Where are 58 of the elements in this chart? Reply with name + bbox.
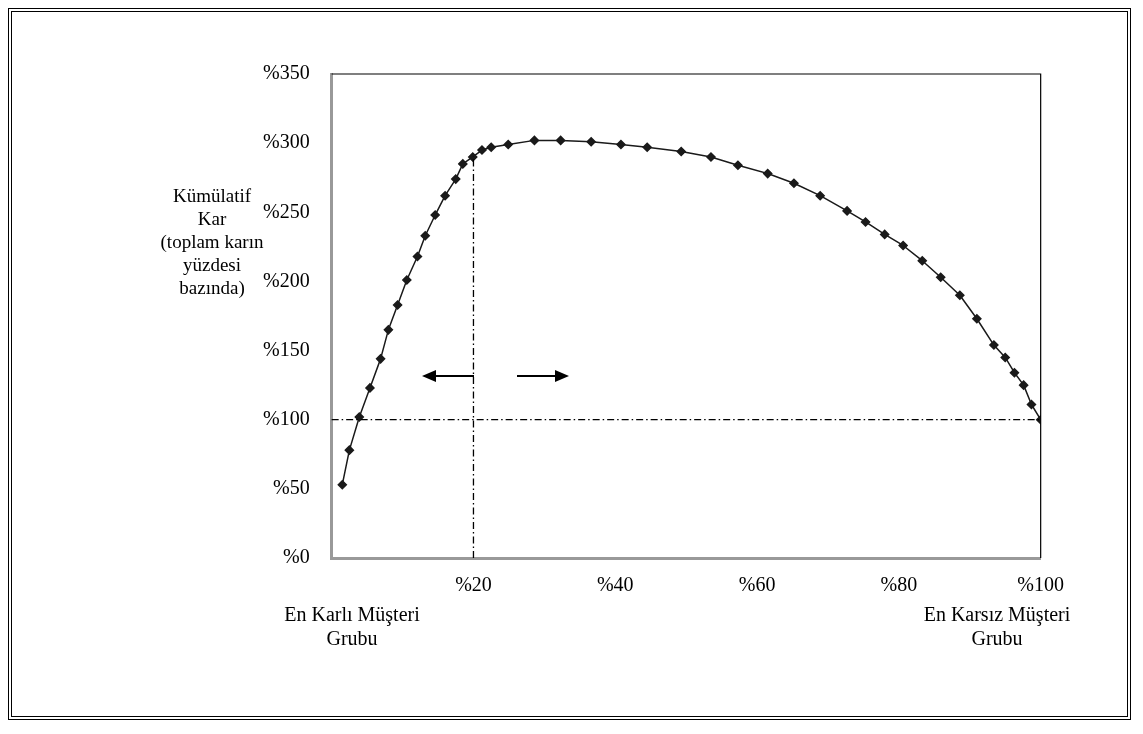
point	[1009, 367, 1020, 378]
point	[344, 445, 355, 455]
y-axis-title: Kümülatif Kar (toplam karın yüzdesi bazında)	[160, 185, 264, 298]
point	[420, 231, 430, 241]
point	[676, 146, 686, 157]
point	[642, 142, 652, 153]
point	[375, 354, 386, 364]
point	[503, 139, 513, 150]
text: En Karlı Müşteri Grubu	[283, 602, 421, 650]
point	[898, 240, 908, 251]
point	[440, 190, 450, 201]
point	[412, 251, 423, 262]
x-tick-label: %40	[596, 573, 634, 596]
point	[383, 325, 394, 335]
point	[762, 168, 773, 179]
point	[337, 479, 348, 490]
y-tick-label: %200	[262, 268, 310, 291]
point	[879, 229, 890, 240]
y-tick-label: %50	[272, 476, 310, 499]
point	[860, 217, 871, 227]
y-tick-label: %0	[282, 545, 310, 568]
point	[842, 206, 852, 216]
point	[1018, 380, 1029, 390]
y-tick-label: %150	[262, 337, 310, 360]
x-tick-label: %100	[1017, 573, 1065, 596]
point	[477, 145, 487, 155]
point	[789, 178, 799, 188]
x-tick-label: %20	[455, 573, 492, 596]
point	[458, 159, 468, 169]
point	[616, 139, 626, 150]
y-tick-label: %100	[262, 406, 310, 429]
point	[1000, 352, 1010, 363]
point	[529, 135, 540, 146]
x-tick-label: %80	[880, 573, 918, 596]
point	[450, 174, 461, 184]
y-tick-label: %350	[262, 61, 310, 84]
point	[706, 152, 716, 162]
y-tick-label: %300	[262, 130, 310, 153]
x-tick-label: %60	[738, 573, 776, 596]
point	[815, 190, 825, 201]
point	[733, 160, 743, 171]
point	[555, 135, 566, 146]
text: En Karsız Müşteri Grubu	[922, 602, 1072, 650]
point	[972, 314, 982, 324]
point	[586, 137, 596, 147]
point	[392, 300, 403, 310]
point	[486, 142, 496, 153]
y-tick-label: %250	[262, 199, 310, 222]
point	[430, 210, 440, 220]
point	[917, 255, 928, 266]
point	[989, 340, 999, 350]
point	[1026, 399, 1037, 410]
point	[365, 383, 375, 393]
point	[402, 275, 412, 285]
point	[468, 152, 478, 162]
point	[935, 272, 946, 283]
point	[955, 290, 965, 301]
point	[354, 412, 365, 422]
